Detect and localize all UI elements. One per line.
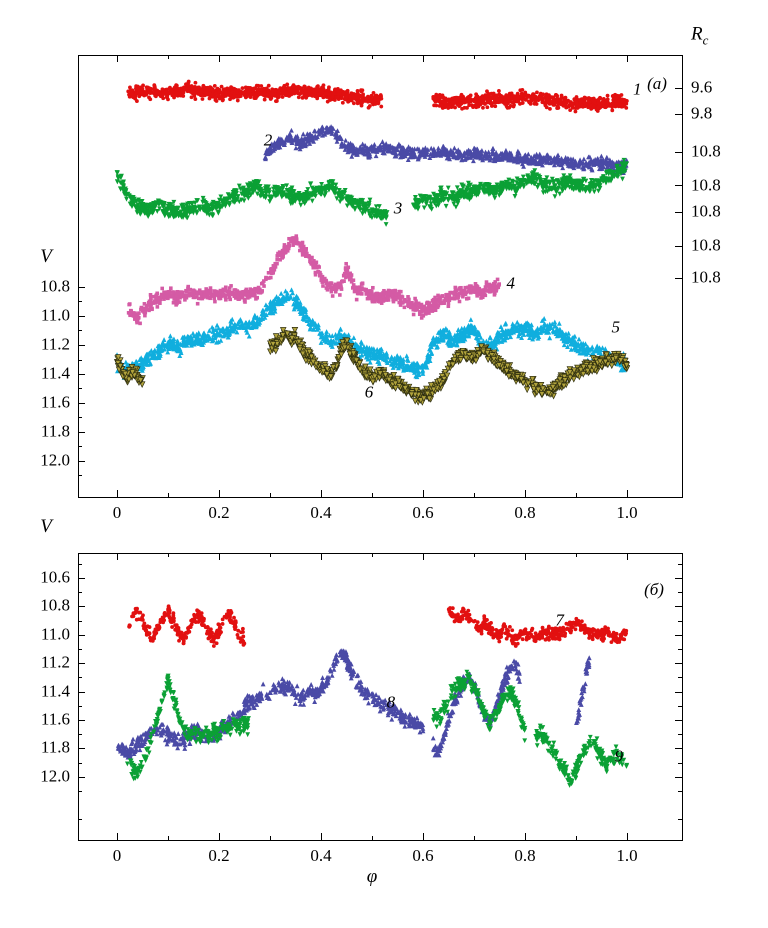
y-tick-label: 11.8 [40,738,70,758]
y-tick-label: 11.0 [40,305,70,325]
right-axis-tick-label: 10.8 [691,141,721,161]
x-tick-label: 0.6 [412,503,434,522]
right-axis-tick-label: 9.6 [691,78,713,97]
panel-a-tag: (a) [647,74,667,93]
rc-symbol: R [691,23,703,45]
series-6-label: 6 [364,382,374,402]
y-tick-label: 11.2 [40,652,70,672]
y-tick-label: 11.4 [40,681,70,701]
panel-b-y-axis-title: V [40,516,52,537]
y-tick-label: 11.8 [40,421,70,441]
x-tick-label: 0.2 [208,846,230,865]
series-7-label: 7 [555,610,564,630]
series-1-label: 1 [632,79,642,99]
y-tick-label: 12.0 [40,766,70,786]
panel-a-right-axis-title: Rc [691,24,708,49]
x-tick-label: 0.4 [310,503,332,522]
panel-b-tag: (б) [644,580,664,599]
x-tick-label: 0 [112,503,122,522]
y-tick-label: 10.8 [40,596,70,616]
right-axis-tick-label: 10.8 [691,236,721,256]
panel-a-y-axis-title: V [40,246,52,267]
x-tick-label: 0.8 [514,846,536,865]
y-tick-label: 10.8 [40,276,70,296]
y-tick-label: 12.0 [40,450,70,470]
right-axis-tick-label: 10.8 [691,267,721,287]
right-axis-tick-label: 9.8 [691,104,713,124]
y-tick-label: 10.6 [40,567,70,587]
x-tick-label: 1.0 [616,846,638,865]
x-tick-label: 0 [112,846,122,865]
y-tick-label: 11.2 [40,334,70,354]
series-2-label: 2 [263,130,273,150]
x-tick-label: 0.2 [208,503,230,522]
right-axis-tick-label: 10.8 [691,175,721,195]
x-axis-title: φ [366,866,378,887]
x-tick-label: 1.0 [616,503,638,522]
y-tick-label: 11.4 [40,363,70,383]
y-tick-label: 11.6 [40,709,70,729]
y-tick-label: 11.0 [40,624,70,644]
series-9-label: 9 [614,746,624,766]
x-tick-label: 0.4 [310,846,332,865]
y-tick-label: 11.6 [40,392,70,412]
series-5-label: 5 [611,317,621,337]
x-tick-label: 0.6 [412,846,434,865]
series-8-label: 8 [386,692,396,712]
rc-subscript: c [702,32,709,48]
x-tick-label: 0.8 [514,503,536,522]
series-3-label: 3 [393,198,403,218]
right-axis-tick-label: 10.8 [691,201,721,221]
series-4-label: 4 [506,273,515,293]
